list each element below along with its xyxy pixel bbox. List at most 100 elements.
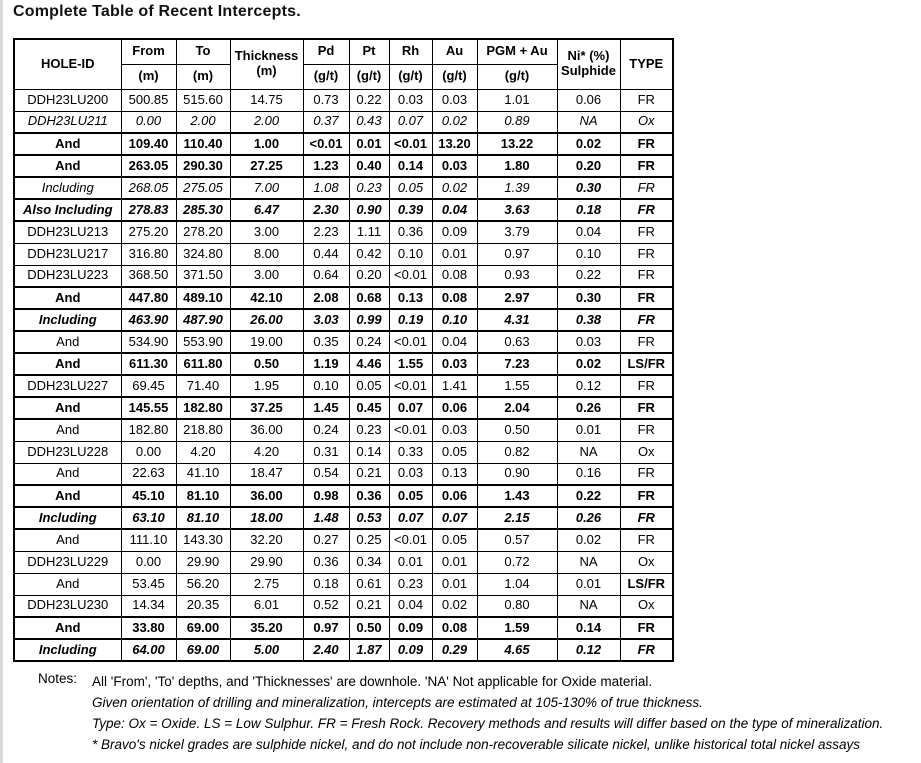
cell-ni: NA	[556, 110, 621, 134]
table-row: DDH23LU227 69.45 71.40 1.95 0.10 0.05 <0.01 1.4…	[13, 374, 674, 398]
cell-type: FR	[619, 220, 674, 244]
table-row: DDH23LU213 275.20 278.20 3.00 2.23 1.11 0.36 0.…	[13, 220, 674, 244]
cell-au: 0.03	[431, 88, 478, 112]
cell-pgm_au: 4.31	[476, 308, 558, 332]
cell-ni: 0.01	[556, 572, 621, 596]
col-header-ni: Ni* (%) Sulphide	[556, 38, 621, 90]
cell-ni: NA	[556, 594, 621, 618]
table-body: DDH23LU200 500.85 515.60 14.75 0.73 0.22 0.03 0…	[13, 88, 674, 662]
cell-to: 56.20	[175, 572, 231, 596]
cell-ni: 0.04	[556, 220, 621, 244]
cell-ni: 0.03	[556, 330, 621, 354]
cell-hole: And	[13, 462, 122, 486]
cell-pgm_au: 7.23	[476, 352, 558, 376]
cell-pd: 0.98	[302, 484, 350, 508]
cell-pd: 0.18	[302, 572, 350, 596]
cell-from: 45.10	[120, 484, 177, 508]
cell-ni: 0.26	[556, 506, 621, 530]
cell-pt: 0.53	[348, 506, 390, 530]
cell-hole: And	[13, 352, 122, 376]
cell-pd: 0.10	[302, 374, 350, 398]
cell-thickness: 26.00	[229, 308, 304, 332]
cell-type: FR	[619, 88, 674, 112]
cell-from: 316.80	[120, 242, 177, 266]
cell-rh: 0.09	[388, 616, 433, 640]
cell-pt: 0.90	[348, 198, 390, 222]
cell-ni: 0.22	[556, 484, 621, 508]
cell-thickness: 4.20	[229, 440, 304, 464]
table-row: DDH23LU230 14.34 20.35 6.01 0.52 0.21 0.04 0.02…	[13, 594, 674, 618]
cell-hole: And	[13, 484, 122, 508]
page-title: Complete Table of Recent Intercepts.	[13, 3, 301, 20]
cell-thickness: 14.75	[229, 88, 304, 112]
cell-au: 0.04	[431, 198, 478, 222]
cell-pd: 0.52	[302, 594, 350, 618]
cell-thickness: 5.00	[229, 638, 304, 662]
cell-type: Ox	[619, 550, 674, 574]
cell-thickness: 36.00	[229, 484, 304, 508]
cell-rh: 0.23	[388, 572, 433, 596]
cell-hole: DDH23LU223	[13, 264, 122, 288]
col-unit-pt: (g/t)	[348, 63, 390, 90]
cell-rh: 0.07	[388, 110, 433, 134]
col-header-pd: Pd	[302, 38, 350, 65]
cell-pd: 2.08	[302, 286, 350, 310]
cell-thickness: 1.95	[229, 374, 304, 398]
cell-thickness: 1.00	[229, 132, 304, 156]
cell-pgm_au: 1.55	[476, 374, 558, 398]
cell-au: 0.03	[431, 352, 478, 376]
cell-rh: 0.33	[388, 440, 433, 464]
cell-pt: 0.50	[348, 616, 390, 640]
cell-pd: 0.44	[302, 242, 350, 266]
cell-pt: 0.43	[348, 110, 390, 134]
cell-pgm_au: 1.80	[476, 154, 558, 178]
cell-rh: <0.01	[388, 330, 433, 354]
cell-au: 1.41	[431, 374, 478, 398]
table-row: And 263.05 290.30 27.25 1.23 0.40 0.14 0.03 1.80…	[13, 154, 674, 178]
col-header-thickness: Thickness (m)	[229, 38, 304, 90]
cell-au: 0.09	[431, 220, 478, 244]
cell-type: LS/FR	[619, 352, 674, 376]
cell-pt: 0.14	[348, 440, 390, 464]
cell-au: 0.02	[431, 110, 478, 134]
cell-ni: 0.10	[556, 242, 621, 266]
cell-pgm_au: 0.80	[476, 594, 558, 618]
cell-pt: 0.36	[348, 484, 390, 508]
cell-type: FR	[619, 264, 674, 288]
cell-ni: 0.22	[556, 264, 621, 288]
cell-au: 0.05	[431, 528, 478, 552]
cell-thickness: 2.00	[229, 110, 304, 134]
cell-hole: And	[13, 286, 122, 310]
cell-au: 0.01	[431, 550, 478, 574]
table-row: Including 268.05 275.05 7.00 1.08 0.23 0.05 0.0…	[13, 176, 674, 200]
cell-to: 285.30	[175, 198, 231, 222]
cell-pgm_au: 2.15	[476, 506, 558, 530]
cell-thickness: 19.00	[229, 330, 304, 354]
cell-au: 0.05	[431, 440, 478, 464]
cell-pd: 0.31	[302, 440, 350, 464]
cell-thickness: 18.47	[229, 462, 304, 486]
table-row: And 182.80 218.80 36.00 0.24 0.23 <0.01 0.03 0.5…	[13, 418, 674, 442]
cell-type: LS/FR	[619, 572, 674, 596]
cell-to: 489.10	[175, 286, 231, 310]
cell-ni: 0.06	[556, 88, 621, 112]
cell-pt: 1.11	[348, 220, 390, 244]
cell-thickness: 6.01	[229, 594, 304, 618]
table-row: And 33.80 69.00 35.20 0.97 0.50 0.09 0.08 1.59 0.…	[13, 616, 674, 640]
cell-to: 143.30	[175, 528, 231, 552]
table-row: And 534.90 553.90 19.00 0.35 0.24 <0.01 0.04 0.6…	[13, 330, 674, 354]
table-row: DDH23LU228 0.00 4.20 4.20 0.31 0.14 0.33 0.05 0.…	[13, 440, 674, 464]
cell-type: FR	[619, 176, 674, 200]
table-row: And 447.80 489.10 42.10 2.08 0.68 0.13 0.08 2.97…	[13, 286, 674, 310]
cell-type: Ox	[619, 594, 674, 618]
cell-type: FR	[619, 132, 674, 156]
cell-to: 81.10	[175, 506, 231, 530]
cell-pt: 0.01	[348, 132, 390, 156]
cell-from: 14.34	[120, 594, 177, 618]
cell-pt: 0.24	[348, 330, 390, 354]
cell-hole: Including	[13, 638, 122, 662]
cell-to: 4.20	[175, 440, 231, 464]
cell-to: 218.80	[175, 418, 231, 442]
table-row: DDH23LU229 0.00 29.90 29.90 0.36 0.34 0.01 0.01…	[13, 550, 674, 574]
cell-type: FR	[619, 286, 674, 310]
